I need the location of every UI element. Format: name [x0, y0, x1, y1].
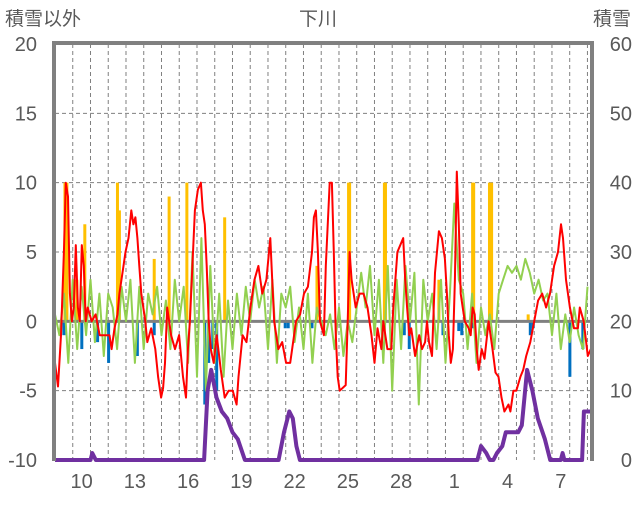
left-tick-label: 0 [26, 311, 37, 333]
orange-bar [383, 182, 387, 322]
x-tick-label: 7 [555, 471, 566, 493]
blue-bar [581, 321, 585, 350]
chart-title: 下川 [299, 9, 337, 30]
orange-bar [63, 182, 67, 322]
blue-bar [457, 321, 461, 332]
line-series [54, 170, 592, 462]
orange-bar [167, 196, 171, 322]
orange-bar [223, 217, 227, 322]
blue-bar [107, 321, 111, 363]
right-tick-label: 0 [621, 450, 632, 472]
x-tick-label: 16 [177, 471, 199, 493]
x-tick-label: 28 [390, 471, 412, 493]
x-tick-label: 25 [337, 471, 359, 493]
orange-bar [152, 258, 156, 322]
x-tick-label: 1 [449, 471, 460, 493]
blue-bar [402, 321, 406, 336]
x-tick-label: 19 [230, 471, 252, 493]
blue-bar [207, 321, 211, 363]
blue-bar [80, 321, 84, 350]
left-axis-title: 積雪以外 [5, 8, 81, 30]
orange-bar [472, 182, 476, 322]
blue-bar [460, 321, 464, 336]
blue-bar [215, 321, 219, 391]
blue-bar [286, 321, 290, 329]
x-tick-label: 22 [283, 471, 305, 493]
right-axis-title: 積雪 [593, 8, 631, 30]
blue-bar [568, 321, 572, 377]
x-tick-label: 13 [124, 471, 146, 493]
blue-bar [135, 321, 139, 356]
blue-bar [62, 321, 66, 336]
blue-bar [471, 321, 475, 329]
orange-bar [526, 314, 530, 322]
red-series-line [54, 170, 592, 413]
x-tick-label: 4 [502, 471, 513, 493]
right-tick-label: 50 [610, 103, 632, 125]
right-tick-label: 10 [610, 381, 632, 403]
orange-bar [117, 210, 121, 322]
purple-series-line [55, 367, 591, 462]
left-tick-label: 5 [26, 242, 37, 264]
left-tick-label: -5 [19, 381, 37, 403]
right-tick-label: 30 [610, 242, 632, 264]
plot-frame [52, 41, 594, 461]
orange-bar [65, 182, 69, 322]
left-tick-label: -10 [8, 450, 37, 472]
blue-bar [528, 321, 532, 336]
orange-bar [490, 182, 494, 322]
orange-bar [487, 182, 491, 322]
plot-border [52, 41, 594, 461]
blue-bar [152, 321, 156, 336]
blue-bar [283, 321, 287, 329]
gridlines [55, 44, 591, 460]
right-tick-label: 20 [610, 311, 632, 333]
left-tick-label: 15 [15, 103, 37, 125]
left-tick-label: 10 [15, 173, 37, 195]
orange-bar [315, 265, 319, 322]
x-tick-label: 10 [70, 471, 92, 493]
orange-bar [185, 182, 189, 322]
blue-bar [96, 321, 100, 343]
right-tick-label: 40 [610, 173, 632, 195]
blue-bar [310, 321, 314, 329]
orange-bar [115, 182, 119, 322]
green-series-line [54, 202, 589, 406]
left-tick-label: 20 [15, 34, 37, 56]
right-tick-label: 60 [610, 34, 632, 56]
